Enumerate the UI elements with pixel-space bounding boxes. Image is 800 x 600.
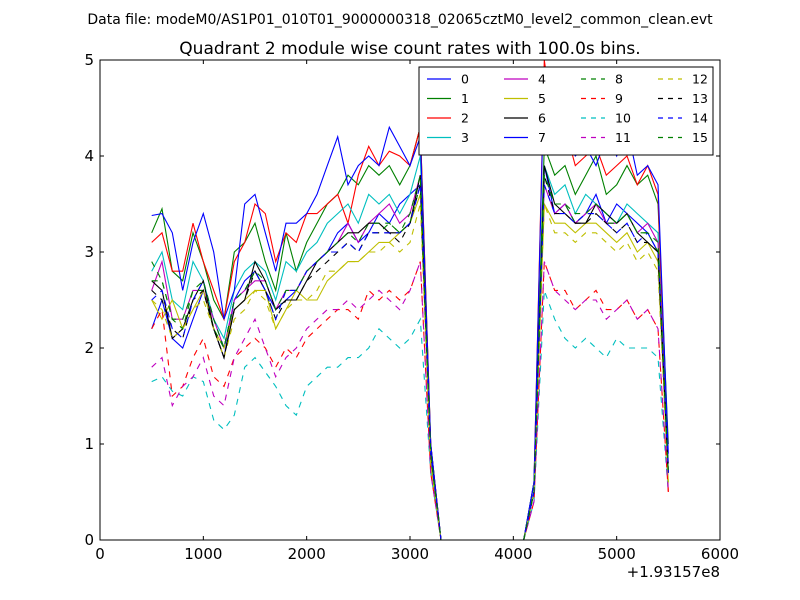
legend-label-3: 3 (461, 130, 469, 145)
plot-area (151, 60, 669, 540)
series-line-9 (151, 261, 669, 540)
x-tick-label: 6000 (701, 545, 739, 563)
legend-label-14: 14 (692, 111, 708, 126)
legend-label-2: 2 (461, 111, 469, 126)
y-tick-label: 4 (84, 147, 94, 165)
legend-label-4: 4 (538, 72, 546, 87)
legend-box (418, 66, 714, 156)
series-line-12 (151, 203, 669, 540)
y-tick-label: 5 (84, 51, 94, 69)
legend-label-1: 1 (461, 91, 469, 106)
legend-label-12: 12 (692, 72, 708, 87)
series-line-13 (151, 175, 669, 540)
x-tick-label: 1000 (184, 545, 222, 563)
x-tick-label: 3000 (391, 545, 429, 563)
legend-label-7: 7 (538, 130, 546, 145)
legend-label-5: 5 (538, 91, 546, 106)
legend-label-13: 13 (692, 91, 708, 106)
x-offset-label: +1.93157e8 (627, 563, 720, 581)
series-line-14 (151, 184, 669, 540)
legend-label-0: 0 (461, 72, 469, 87)
y-tick-label: 1 (84, 435, 94, 453)
y-tick-label: 0 (84, 531, 94, 549)
chart-title: Quadrant 2 module wise count rates with … (179, 39, 640, 59)
legend-label-6: 6 (538, 111, 546, 126)
series-line-11 (151, 261, 669, 540)
legend-label-10: 10 (615, 111, 631, 126)
y-tick-label: 2 (84, 339, 94, 357)
legend-label-9: 9 (615, 91, 623, 106)
suptitle: Data file: modeM0/AS1P01_010T01_90000003… (87, 12, 713, 28)
series-line-4 (151, 175, 669, 540)
x-tick-label: 0 (95, 545, 105, 563)
y-tick-label: 3 (84, 243, 94, 261)
legend-label-8: 8 (615, 72, 623, 87)
series-line-15 (151, 175, 669, 540)
series-line-5 (151, 194, 669, 540)
series-line-3 (151, 155, 669, 540)
legend-label-11: 11 (615, 130, 631, 145)
legend-label-15: 15 (692, 130, 708, 145)
x-tick-label: 2000 (288, 545, 326, 563)
x-tick-label: 4000 (494, 545, 532, 563)
x-tick-label: 5000 (598, 545, 636, 563)
series-line-10 (151, 290, 669, 540)
series-line-8 (151, 175, 669, 540)
